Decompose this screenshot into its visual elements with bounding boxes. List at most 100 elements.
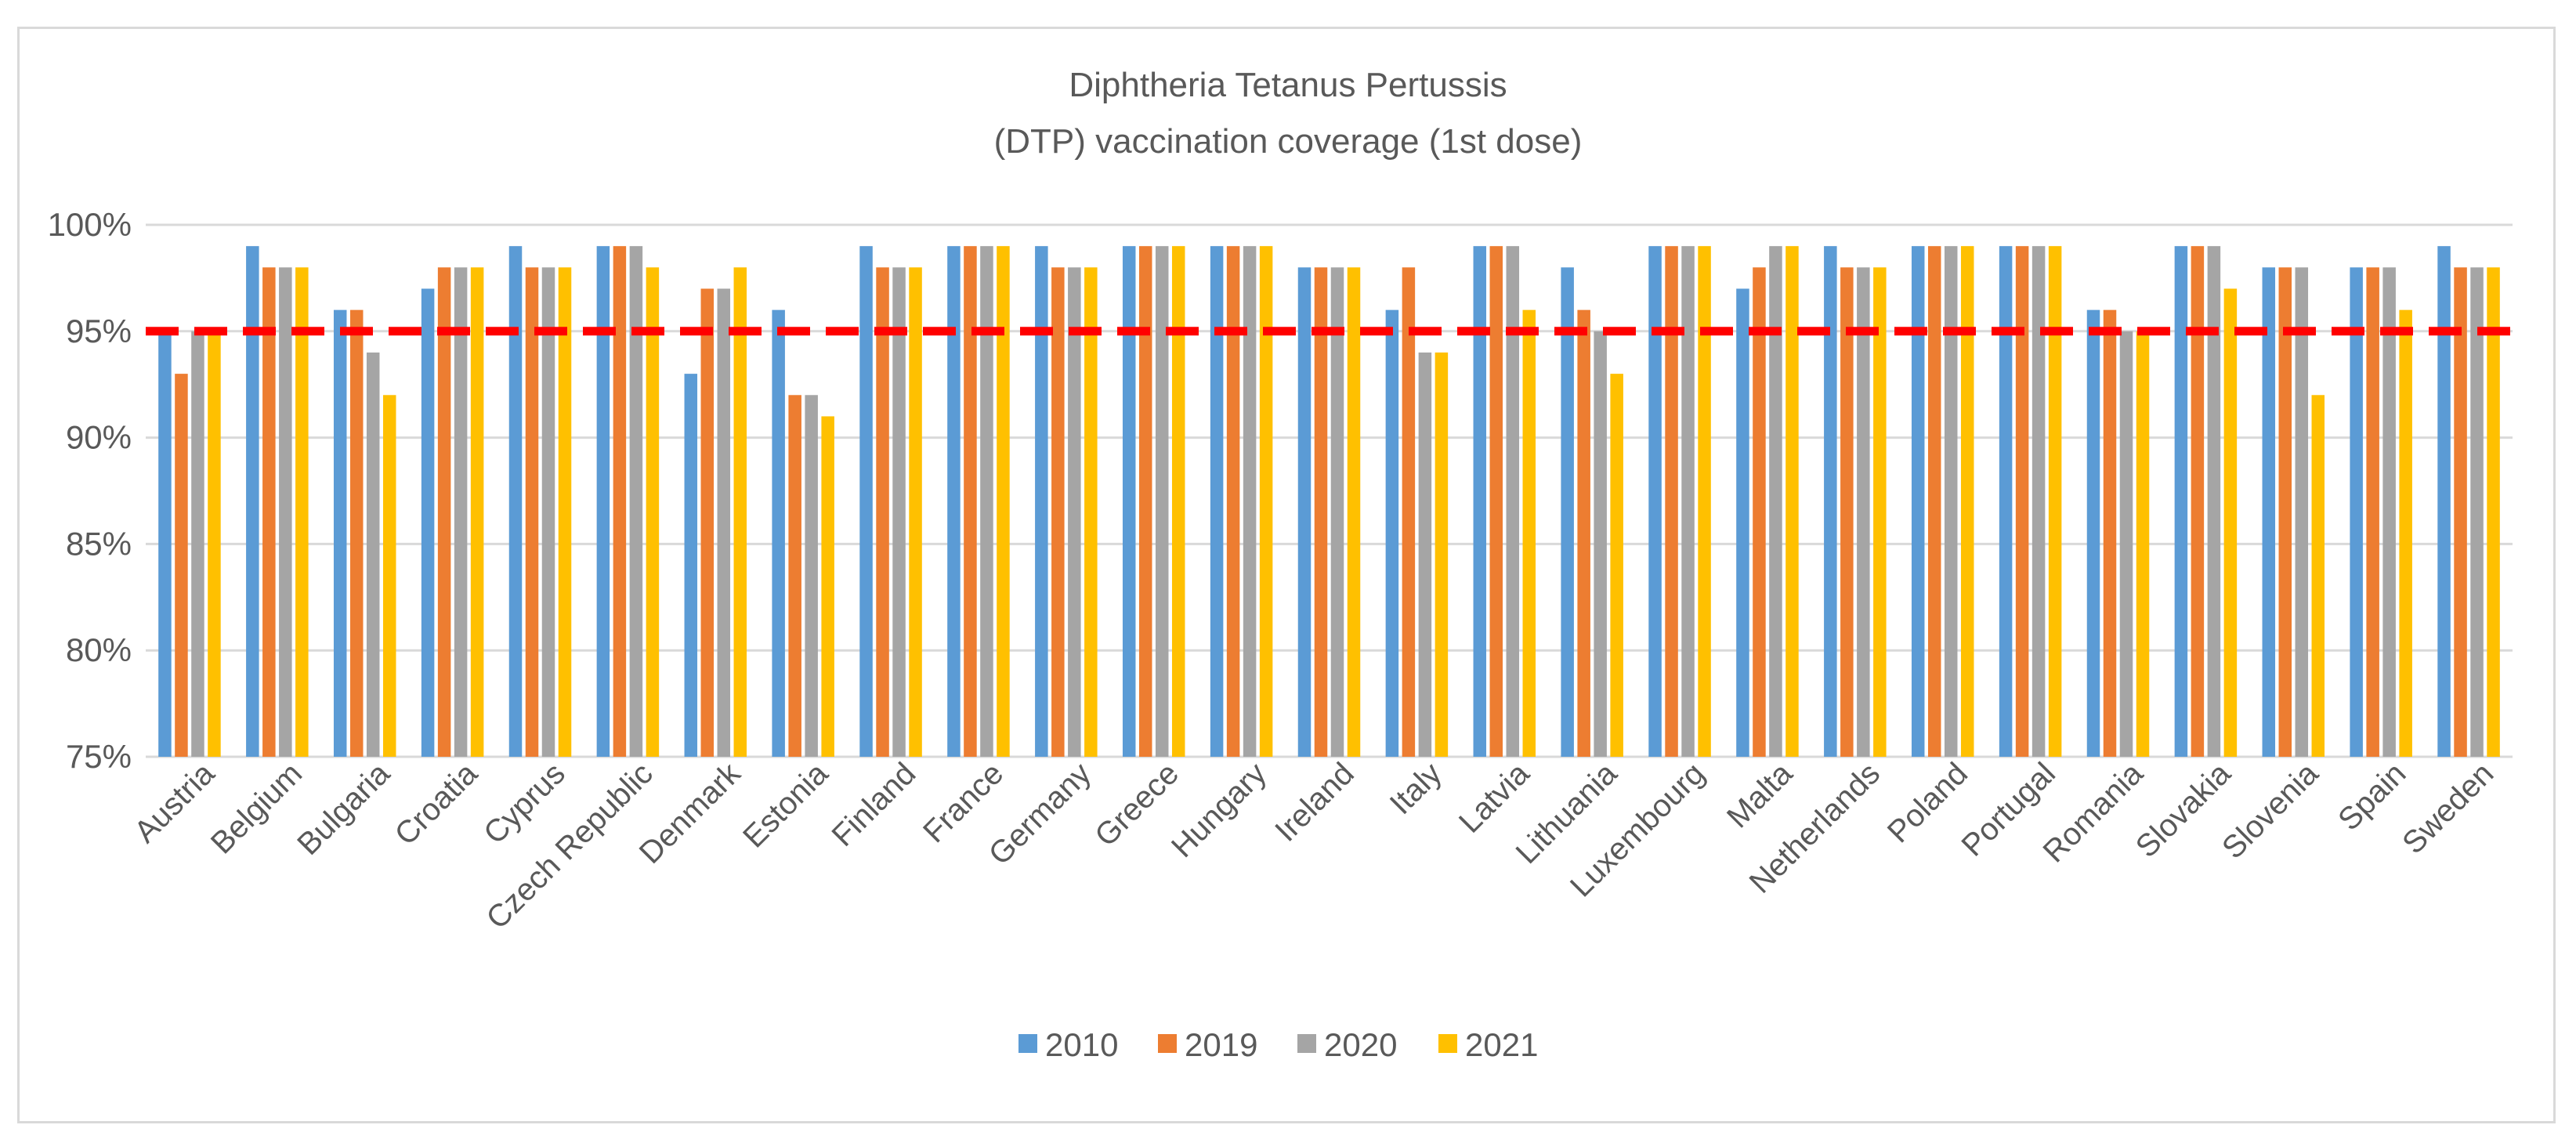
bar-lithuania-2019 — [1577, 309, 1590, 757]
x-category-label: Latvia — [1453, 756, 1536, 840]
bar-poland-2021 — [1960, 246, 1974, 757]
bar-slovenia-2020 — [2295, 267, 2309, 757]
bar-romania-2019 — [2103, 309, 2117, 757]
legend-swatch-2010 — [1018, 1034, 1037, 1053]
bar-portugal-2019 — [2015, 246, 2029, 757]
bar-cyprus-2020 — [541, 267, 555, 757]
bar-hungary-2010 — [1210, 246, 1224, 757]
bar-latvia-2010 — [1473, 246, 1487, 757]
x-category-label: Sweden — [2396, 756, 2500, 860]
bar-estonia-2019 — [788, 395, 801, 757]
bar-ireland-2019 — [1314, 267, 1328, 757]
bar-portugal-2021 — [2048, 246, 2062, 757]
bar-belgium-2020 — [279, 267, 292, 757]
bar-slovenia-2019 — [2278, 267, 2292, 757]
bar-belgium-2019 — [262, 267, 276, 757]
bar-portugal-2020 — [2031, 246, 2046, 757]
bar-croatia-2019 — [437, 267, 451, 757]
x-category-label: Estonia — [736, 756, 835, 855]
bar-luxembourg-2019 — [1665, 246, 1678, 757]
bar-lithuania-2021 — [1610, 374, 1623, 757]
bar-austria-2010 — [158, 331, 172, 757]
bar-greece-2010 — [1122, 246, 1136, 757]
bar-czech-republic-2019 — [613, 246, 627, 757]
bar-latvia-2021 — [1522, 309, 1536, 757]
bar-sweden-2019 — [2454, 267, 2467, 757]
bar-luxembourg-2021 — [1698, 246, 1711, 757]
x-category-label: Finland — [826, 756, 923, 853]
bar-netherlands-2019 — [1840, 267, 1854, 757]
chart-title-line2: (DTP) vaccination coverage (1st dose) — [994, 122, 1583, 161]
bar-belgium-2021 — [295, 267, 309, 757]
bar-slovakia-2021 — [2223, 288, 2238, 758]
bar-malta-2021 — [1785, 246, 1799, 757]
bar-hungary-2021 — [1259, 246, 1273, 757]
bar-spain-2010 — [2350, 267, 2363, 757]
y-tick-label: 100% — [48, 206, 132, 243]
bar-netherlands-2021 — [1873, 267, 1887, 757]
bar-hungary-2020 — [1243, 246, 1257, 757]
bar-italy-2010 — [1385, 309, 1399, 757]
bar-hungary-2019 — [1226, 246, 1240, 757]
bar-estonia-2010 — [772, 309, 785, 757]
bar-poland-2010 — [1911, 246, 1925, 757]
bar-italy-2019 — [1402, 267, 1416, 757]
bar-austria-2021 — [208, 331, 221, 757]
bar-bulgaria-2020 — [366, 352, 380, 758]
bar-greece-2021 — [1171, 246, 1185, 757]
bar-lithuania-2020 — [1594, 331, 1607, 757]
bar-bulgaria-2010 — [333, 309, 347, 757]
x-category-label: Slovenia — [2216, 756, 2325, 866]
bar-spain-2021 — [2399, 309, 2412, 757]
legend-label-2021: 2021 — [1465, 1026, 1538, 1063]
x-category-label: Spain — [2332, 756, 2412, 837]
bar-luxembourg-2020 — [1681, 246, 1695, 757]
bar-slovakia-2019 — [2191, 246, 2205, 757]
bar-germany-2021 — [1084, 267, 1098, 757]
bar-finland-2021 — [909, 267, 922, 757]
bar-spain-2020 — [2382, 267, 2396, 757]
bar-ireland-2010 — [1297, 267, 1312, 757]
bar-estonia-2020 — [805, 395, 818, 757]
bar-finland-2019 — [876, 267, 889, 757]
bar-finland-2020 — [892, 267, 906, 757]
bar-denmark-2019 — [700, 288, 715, 758]
bar-denmark-2010 — [684, 374, 698, 757]
bar-estonia-2021 — [821, 416, 834, 757]
bar-bulgaria-2019 — [349, 309, 364, 757]
bar-cyprus-2010 — [508, 246, 523, 757]
x-category-label: Hungary — [1165, 756, 1273, 864]
bar-bulgaria-2021 — [382, 395, 396, 757]
bar-greece-2019 — [1138, 246, 1152, 757]
chart-title-line1: Diphtheria Tetanus Pertussis — [1069, 66, 1507, 104]
bar-france-2010 — [947, 246, 961, 757]
bar-france-2020 — [980, 246, 993, 757]
x-category-label: Italy — [1384, 756, 1449, 821]
bar-latvia-2020 — [1506, 246, 1520, 757]
bar-czech-republic-2010 — [596, 246, 610, 757]
bar-romania-2021 — [2136, 331, 2150, 757]
bar-slovakia-2010 — [2174, 246, 2188, 757]
bar-cyprus-2019 — [525, 267, 539, 757]
x-category-label: Malta — [1720, 756, 1800, 835]
x-category-label: Croatia — [389, 756, 485, 852]
x-category-label: Belgium — [204, 756, 309, 860]
bar-italy-2021 — [1435, 352, 1449, 758]
bar-romania-2010 — [2086, 309, 2100, 757]
bar-czech-republic-2020 — [629, 246, 643, 757]
bar-slovakia-2020 — [2207, 246, 2221, 757]
bar-germany-2020 — [1068, 267, 1081, 757]
bar-lithuania-2010 — [1561, 267, 1574, 757]
bar-germany-2019 — [1051, 267, 1065, 757]
legend-swatch-2019 — [1158, 1034, 1177, 1053]
bar-luxembourg-2010 — [1648, 246, 1662, 757]
bar-france-2019 — [964, 246, 977, 757]
x-category-label: Bulgaria — [291, 756, 396, 862]
bar-denmark-2021 — [733, 267, 747, 757]
bar-malta-2019 — [1753, 267, 1766, 757]
bar-cyprus-2021 — [558, 267, 572, 757]
bar-croatia-2010 — [421, 288, 435, 758]
bar-france-2021 — [997, 246, 1010, 757]
bar-spain-2019 — [2366, 267, 2379, 757]
bar-germany-2010 — [1035, 246, 1048, 757]
